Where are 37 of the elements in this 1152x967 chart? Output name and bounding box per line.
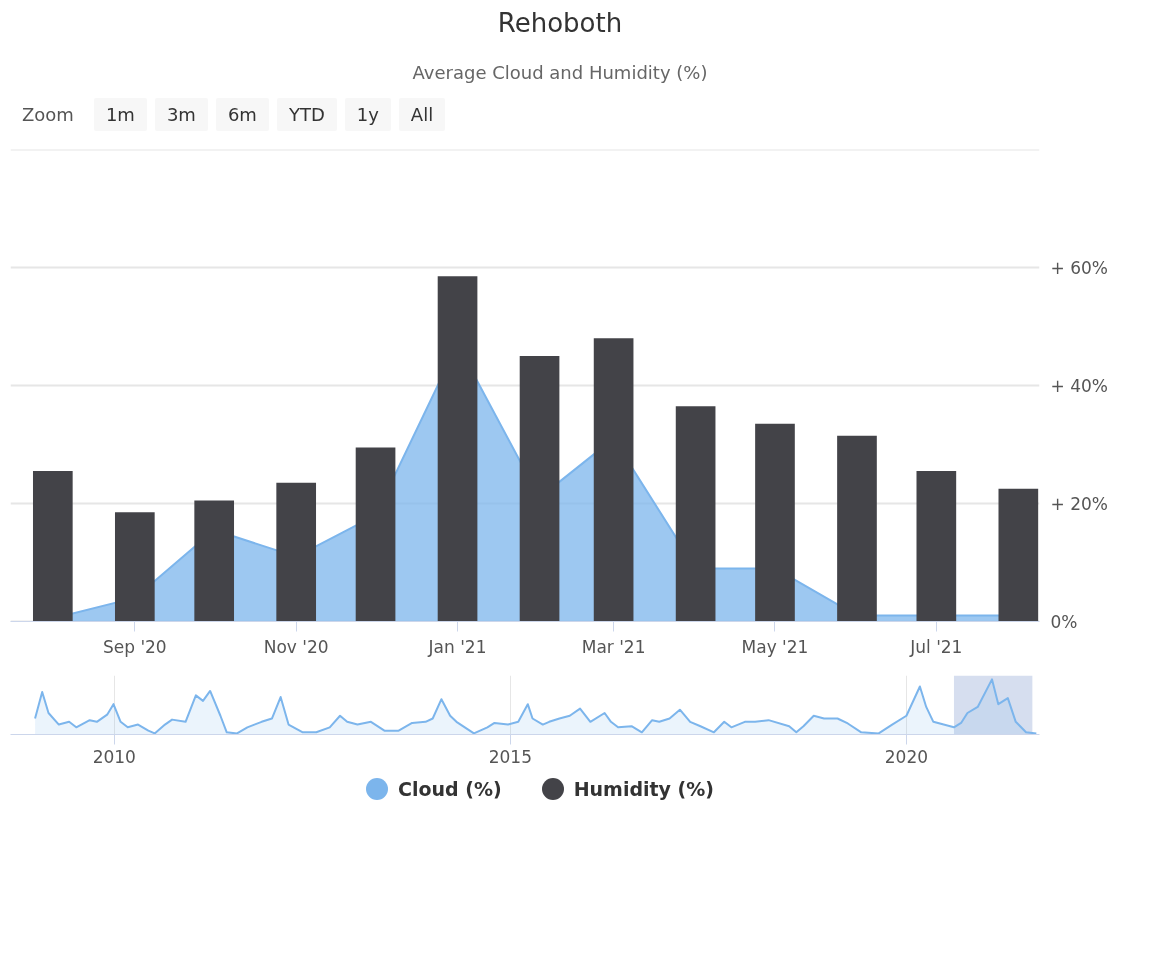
bar <box>194 500 235 622</box>
text: 1y <box>344 97 391 131</box>
bar <box>837 435 877 622</box>
bar <box>355 447 396 622</box>
bar <box>114 511 155 622</box>
x-tick-label: Jul '21 <box>909 636 963 657</box>
bar <box>755 423 795 622</box>
x-tick-label: 2010 <box>92 746 136 767</box>
text: Zoom <box>21 102 75 127</box>
text: All <box>398 97 446 131</box>
text: 3m <box>154 97 208 131</box>
x-tick-label: 2015 <box>488 746 532 767</box>
text: YTD <box>276 97 337 131</box>
x-tick-label: 2020 <box>884 746 929 767</box>
x-tick-label: May '21 <box>741 636 809 657</box>
bar <box>519 355 560 622</box>
y-tick-label: + 40% <box>1050 375 1108 396</box>
x-tick-label: Sep '20 <box>102 636 167 657</box>
bar <box>437 275 478 622</box>
bar <box>675 405 716 622</box>
bar <box>593 337 634 622</box>
y-tick-label: + 60% <box>1050 257 1108 278</box>
text: 1m <box>93 97 147 131</box>
chart-subtitle: Average Cloud and Humidity (%) <box>411 61 709 86</box>
bar <box>276 482 317 622</box>
legend-label: Humidity (%) <box>573 777 714 800</box>
text: 6m <box>215 97 269 131</box>
bar <box>916 470 957 622</box>
x-tick-label: Nov '20 <box>263 636 329 657</box>
bar <box>998 488 1039 622</box>
legend-label: Cloud (%) <box>398 777 502 800</box>
chart-title: Rehoboth <box>496 7 624 40</box>
y-tick-label: + 20% <box>1050 493 1108 514</box>
bar <box>32 470 73 622</box>
x-tick-label: Jan '21 <box>427 636 487 657</box>
x-tick-label: Mar '21 <box>581 636 646 657</box>
y-tick-label: 0% <box>1050 611 1078 632</box>
